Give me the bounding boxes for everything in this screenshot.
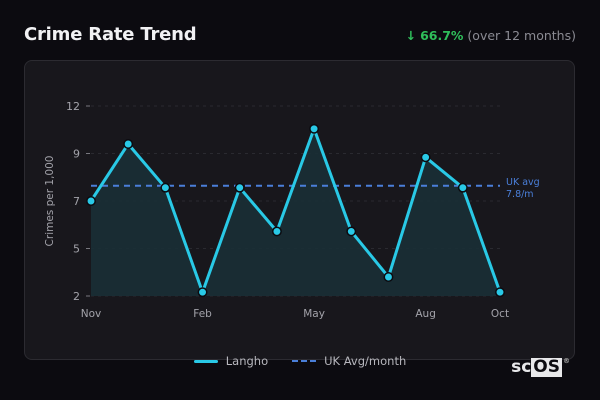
x-tick-label: Feb: [193, 308, 212, 320]
y-axis: 12 9 7 5 2: [66, 100, 90, 303]
data-point[interactable]: [271, 226, 282, 237]
y-tick-label: 5: [73, 243, 80, 256]
data-point[interactable]: [86, 196, 96, 206]
data-point[interactable]: [346, 226, 357, 237]
data-point[interactable]: [197, 287, 208, 298]
x-tick-label: Oct: [491, 308, 509, 320]
legend-item-langho[interactable]: Langho: [193, 354, 269, 368]
change-percent: 66.7%: [420, 28, 464, 43]
y-tick-label: 9: [73, 148, 80, 161]
data-points: [86, 123, 505, 298]
y-tick-label: 12: [66, 100, 80, 113]
data-point[interactable]: [123, 139, 134, 149]
legend-label-langho: Langho: [225, 354, 269, 368]
legend-label-uk-avg: UK Avg/month: [324, 354, 407, 368]
scos-logo: sc OS ®: [511, 357, 570, 377]
logo-prefix: sc: [511, 357, 532, 377]
y-tick-label: 7: [73, 195, 80, 208]
page-title: Crime Rate Trend: [24, 24, 197, 45]
solid-line-swatch-icon: [193, 359, 218, 363]
chart-legend: Langho UK Avg/month: [0, 354, 600, 368]
x-tick-label: Aug: [415, 308, 436, 320]
legend-item-uk-avg[interactable]: UK Avg/month: [292, 354, 406, 368]
x-tick-label: May: [303, 308, 325, 320]
trend-change: ↓ 66.7% (over 12 months): [406, 28, 576, 43]
change-note: (over 12 months): [467, 28, 576, 43]
data-point[interactable]: [420, 152, 431, 163]
dashed-line-swatch-icon: [292, 360, 317, 362]
series-area-fill: [91, 128, 500, 296]
down-arrow-icon: ↓: [405, 28, 417, 43]
data-point[interactable]: [309, 123, 320, 134]
data-point[interactable]: [234, 182, 245, 193]
data-point[interactable]: [383, 272, 394, 282]
y-tick-label: 2: [73, 290, 80, 303]
registered-mark-icon: ®: [563, 357, 570, 365]
series-line-langho: [89, 127, 502, 294]
data-point[interactable]: [160, 182, 171, 193]
avg-annotation-line2: 7.8/m: [506, 189, 534, 200]
logo-highlight: OS: [531, 357, 562, 377]
data-point[interactable]: [457, 182, 468, 193]
y-axis-label: Crimes per 1,000: [44, 156, 56, 247]
data-point[interactable]: [495, 287, 505, 298]
x-axis: Nov Feb May Aug Oct: [81, 308, 509, 320]
avg-annotation-line1: UK avg: [506, 177, 540, 188]
x-tick-label: Nov: [81, 308, 102, 320]
